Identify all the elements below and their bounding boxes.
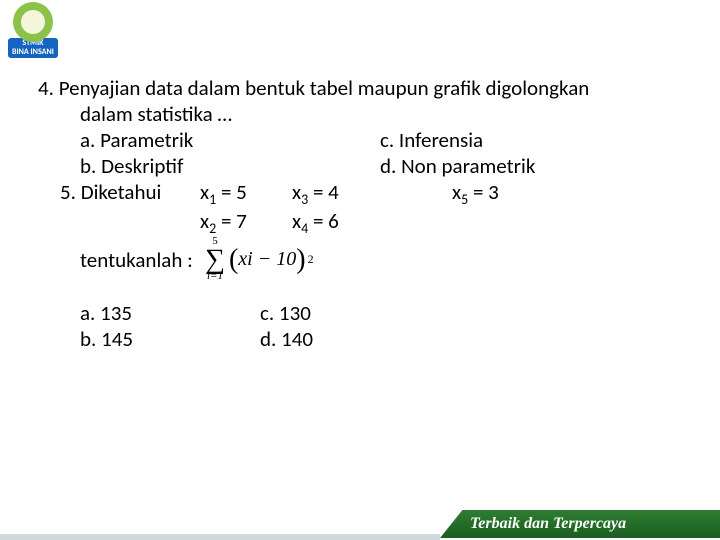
q5-label: 5. Diketahui [60, 179, 200, 208]
lparen-icon: ( [229, 249, 238, 271]
q5-row1: 5. Diketahui x1 = 5 x3 = 4 x5 = 3 [60, 179, 690, 208]
q5-ans-a: a. 135 [80, 300, 260, 326]
q4-row-bd: b. Deskriptif d. Non parametrik [80, 153, 690, 179]
logo: STMIK BINA INSANI [8, 2, 58, 58]
footer-track [0, 534, 440, 540]
sigma-bot: i=1 [207, 272, 223, 282]
q5-ans-b: b. 145 [80, 326, 260, 352]
footer-band: Terbaik dan Terpercaya [440, 510, 720, 538]
q5-row2: x2 = 7 x4 = 6 [60, 208, 690, 237]
q5-x3: x3 = 4 [292, 179, 452, 208]
q5-ans-d: d. 140 [260, 326, 313, 352]
logo-line2: BINA INSANI [12, 47, 54, 57]
q4-text1: Penyajian data dalam bentuk tabel maupun… [59, 75, 590, 101]
footer: Terbaik dan Terpercaya [0, 508, 720, 540]
q4-line2: dalam statistika … [80, 101, 690, 127]
q4-number: 4. [38, 75, 54, 101]
q5-ans-row1: a. 135 c. 130 [80, 300, 690, 326]
q5-tent: tentukanlah : 5 ∑ i=1 ( xi − 10 ) 2 [80, 237, 690, 282]
q5-x2: x2 = 7 [200, 208, 292, 237]
q4-line1: 4. Penyajian data dalam bentuk tabel mau… [38, 75, 690, 101]
q4-opt-c: c. Inferensia [380, 127, 483, 153]
q5-x5: x5 = 3 [452, 179, 572, 208]
q5-x4: x4 = 6 [292, 208, 452, 237]
q5-tent-label: tentukanlah : [80, 247, 205, 273]
rparen-icon: ) [296, 249, 305, 271]
q5-ans-row2: b. 145 d. 140 [80, 326, 690, 352]
logo-icon [13, 2, 53, 42]
sigma-symbol: ∑ [205, 247, 225, 272]
q4-row-ac: a. Parametrik c. Inferensia [80, 127, 690, 153]
formula: 5 ∑ i=1 ( xi − 10 ) 2 [205, 237, 314, 282]
formula-exp: 2 [308, 252, 314, 267]
content: 4. Penyajian data dalam bentuk tabel mau… [0, 65, 720, 352]
q5-ans-c: c. 130 [260, 300, 311, 326]
q5-x1: x1 = 5 [200, 179, 292, 208]
header: STMIK BINA INSANI [0, 0, 720, 65]
formula-body: xi − 10 [238, 248, 296, 271]
footer-text: Terbaik dan Terpercaya [470, 515, 626, 533]
q4-opt-b: b. Deskriptif [80, 153, 380, 179]
sigma-icon: 5 ∑ i=1 [205, 237, 225, 282]
q4-opt-a: a. Parametrik [80, 127, 380, 153]
q4-opt-d: d. Non parametrik [380, 153, 535, 179]
